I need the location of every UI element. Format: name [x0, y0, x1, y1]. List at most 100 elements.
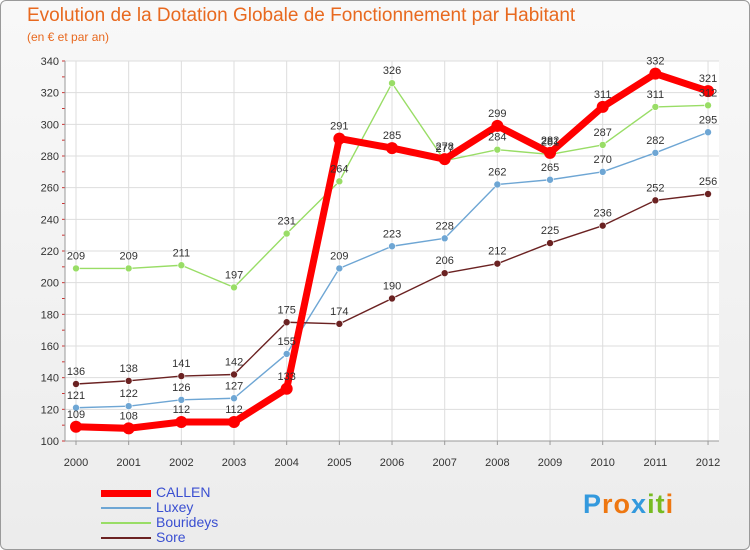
data-label-luxey: 223: [383, 228, 401, 240]
data-label-sore: 142: [225, 357, 243, 369]
data-label-luxey: 121: [67, 390, 85, 402]
data-point-callen: [333, 132, 346, 145]
logo-letter: i: [665, 489, 675, 519]
legend-swatch: [101, 507, 151, 509]
data-label-luxey: 228: [436, 220, 454, 232]
data-label-callen: 285: [383, 130, 401, 142]
data-label-callen: 278: [436, 141, 454, 153]
data-point-bourideys: [282, 229, 291, 238]
data-label-luxey: 127: [225, 380, 243, 392]
y-tick-label: 180: [41, 309, 59, 321]
data-label-bourideys: 197: [225, 269, 243, 281]
data-label-callen: 108: [119, 410, 137, 422]
x-tick-label: 2004: [274, 457, 298, 469]
data-label-callen: 282: [541, 135, 559, 147]
legend-swatch: [101, 489, 151, 497]
data-label-sore: 174: [330, 306, 348, 318]
data-label-sore: 190: [383, 281, 401, 293]
data-label-callen: 112: [173, 404, 191, 416]
data-label-sore: 136: [67, 366, 85, 378]
data-label-sore: 252: [646, 182, 664, 194]
y-tick-label: 200: [41, 278, 59, 290]
data-point-luxey: [598, 168, 607, 176]
data-label-bourideys: 326: [383, 65, 401, 77]
data-point-sore: [388, 294, 396, 303]
x-tick-label: 2009: [538, 457, 562, 469]
data-point-callen: [70, 420, 82, 433]
chart-title: Evolution de la Dotation Globale de Fonc…: [27, 5, 576, 26]
data-label-luxey: 122: [119, 388, 137, 400]
data-label-luxey: 295: [699, 114, 717, 126]
legend-label: CALLEN: [156, 484, 211, 500]
chart-subtitle: (en € et par an): [27, 30, 110, 44]
data-point-bourideys: [651, 103, 660, 111]
data-point-luxey: [124, 402, 133, 410]
y-tick-label: 140: [41, 373, 59, 385]
data-point-callen: [544, 146, 557, 159]
data-point-luxey: [651, 149, 660, 157]
y-tick-label: 320: [41, 88, 59, 100]
data-point-bourideys: [72, 264, 80, 273]
data-label-luxey: 155: [278, 336, 296, 348]
x-tick-label: 2000: [64, 457, 88, 469]
y-tick-label: 240: [41, 214, 59, 226]
data-point-luxey: [72, 403, 80, 412]
data-point-luxey: [177, 396, 186, 404]
y-tick-label: 220: [41, 246, 59, 258]
proxiti-logo: Proxiti: [583, 489, 674, 520]
logo-letter: r: [602, 489, 614, 519]
data-point-luxey: [493, 180, 502, 189]
data-point-sore: [598, 221, 607, 230]
data-label-callen: 112: [225, 404, 243, 416]
data-point-luxey: [230, 394, 238, 403]
data-point-sore: [335, 320, 344, 328]
data-label-bourideys: 231: [278, 216, 296, 228]
y-tick-label: 120: [41, 404, 59, 416]
data-point-bourideys: [335, 177, 344, 186]
data-point-sore: [651, 196, 660, 205]
data-label-sore: 141: [172, 358, 190, 370]
data-point-luxey: [440, 234, 449, 243]
data-label-luxey: 126: [172, 382, 190, 394]
data-point-sore: [230, 370, 238, 379]
data-point-sore: [72, 380, 80, 388]
data-label-sore: 256: [699, 176, 717, 188]
data-point-sore: [124, 377, 133, 385]
x-tick-label: 2011: [644, 457, 668, 469]
data-label-luxey: 282: [646, 135, 664, 147]
x-tick-label: 2008: [485, 457, 509, 469]
data-label-luxey: 209: [330, 250, 348, 262]
data-point-bourideys: [230, 283, 238, 292]
data-label-callen: 109: [67, 409, 85, 421]
legend-label: Bourideys: [156, 514, 219, 530]
data-point-callen: [122, 422, 135, 435]
data-label-sore: 212: [488, 246, 506, 258]
x-tick-label: 2007: [432, 457, 456, 469]
data-label-callen: 133: [278, 371, 296, 383]
data-label-bourideys: 281: [541, 136, 559, 148]
data-label-bourideys: 284: [488, 132, 506, 144]
data-label-sore: 236: [594, 208, 612, 220]
data-point-bourideys: [598, 141, 607, 149]
data-label-sore: 138: [119, 363, 137, 375]
logo-letter: i: [647, 489, 656, 519]
x-tick-label: 2005: [327, 457, 351, 469]
data-label-bourideys: 211: [173, 247, 191, 259]
data-point-sore: [704, 190, 712, 198]
data-label-bourideys: 287: [594, 127, 612, 139]
data-label-luxey: 262: [488, 167, 506, 179]
data-point-callen: [596, 100, 609, 113]
data-point-sore: [546, 239, 554, 247]
data-label-luxey: 270: [594, 154, 612, 166]
data-label-luxey: 265: [541, 162, 559, 174]
data-label-bourideys: 209: [67, 250, 85, 262]
data-point-bourideys: [177, 261, 186, 270]
data-label-bourideys: 311: [647, 89, 665, 101]
legend-swatch: [101, 522, 151, 524]
data-point-callen: [228, 416, 241, 428]
data-point-callen: [280, 382, 293, 395]
data-point-callen: [702, 85, 715, 98]
y-tick-label: 340: [41, 56, 59, 68]
